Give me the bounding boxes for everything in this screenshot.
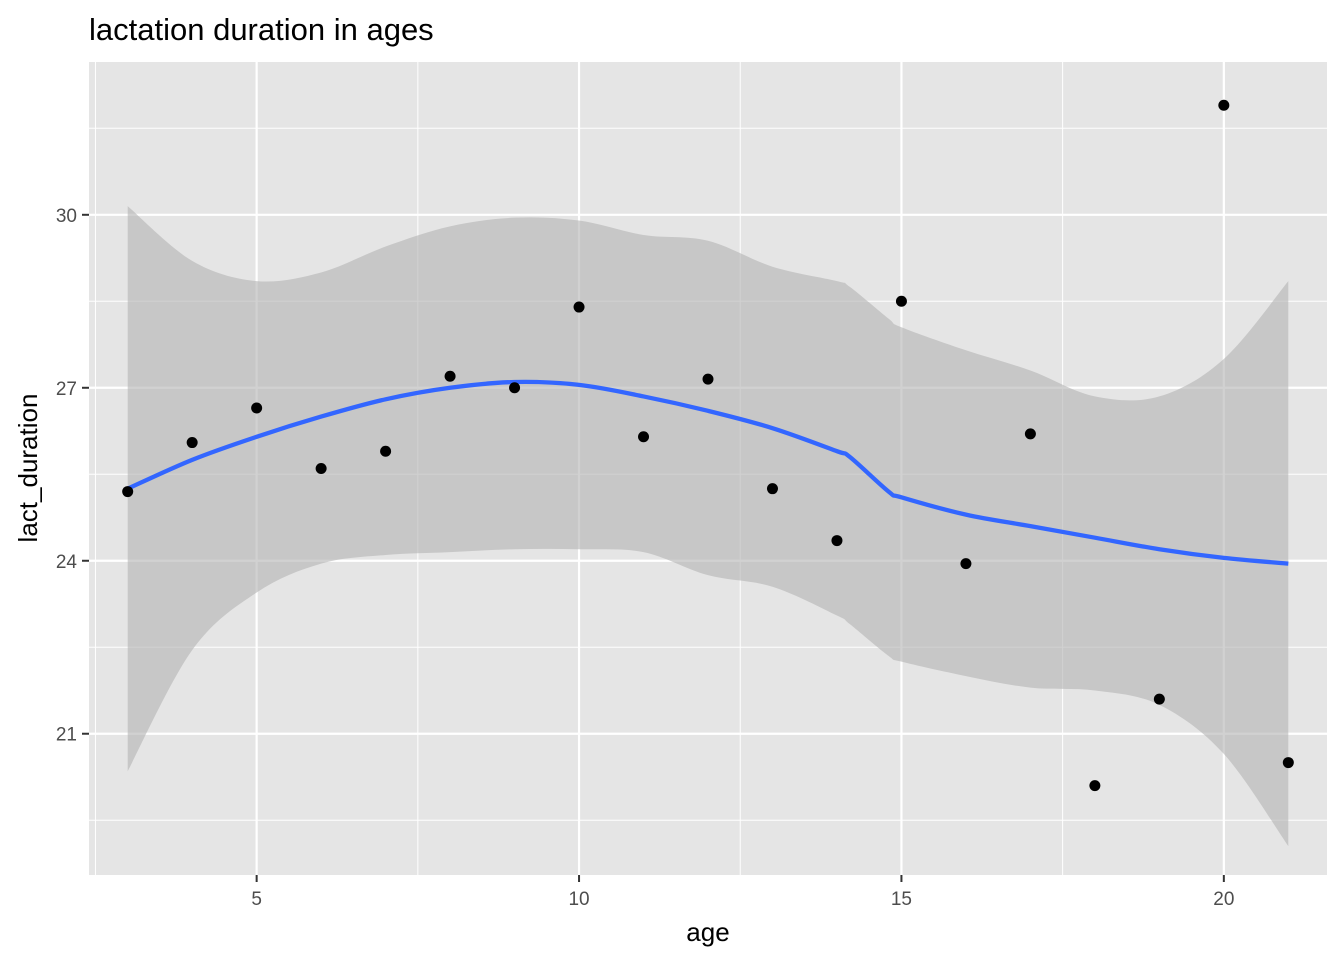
- data-point: [380, 445, 392, 457]
- y-tick-label: 21: [56, 725, 77, 746]
- y-axis: 21 24 27 30: [56, 206, 89, 746]
- x-tick-label: 20: [1213, 889, 1234, 910]
- y-tick-label: 24: [56, 552, 78, 573]
- data-point: [251, 402, 263, 414]
- data-point: [315, 463, 327, 474]
- x-tick-label: 10: [568, 889, 589, 910]
- data-point: [702, 373, 714, 385]
- y-tick-label: 30: [56, 206, 77, 227]
- x-tick-label: 5: [251, 889, 262, 910]
- data-point: [444, 370, 456, 382]
- data-point: [1218, 99, 1230, 111]
- chart-title: lactation duration in ages: [89, 12, 434, 47]
- data-point: [766, 483, 778, 495]
- data-point: [638, 431, 650, 443]
- data-point: [122, 486, 134, 498]
- y-tick-label: 27: [56, 379, 77, 400]
- data-point: [186, 437, 198, 449]
- x-axis: 5 10 15 20: [251, 875, 1234, 910]
- confidence-ribbon: [127, 206, 1289, 847]
- data-point: [1153, 693, 1165, 705]
- data-point: [895, 295, 907, 307]
- x-axis-title: age: [686, 917, 729, 947]
- data-point: [1089, 780, 1101, 792]
- data-point: [509, 382, 521, 394]
- data-point: [1024, 428, 1036, 440]
- data-point: [573, 301, 585, 313]
- data-points: [122, 99, 1294, 792]
- y-axis-title: lact_duration: [13, 394, 43, 543]
- smooth-line: [126, 379, 1289, 566]
- x-tick-label: 15: [891, 889, 912, 910]
- data-point: [831, 535, 843, 547]
- data-point: [1282, 757, 1294, 769]
- data-point: [960, 558, 972, 570]
